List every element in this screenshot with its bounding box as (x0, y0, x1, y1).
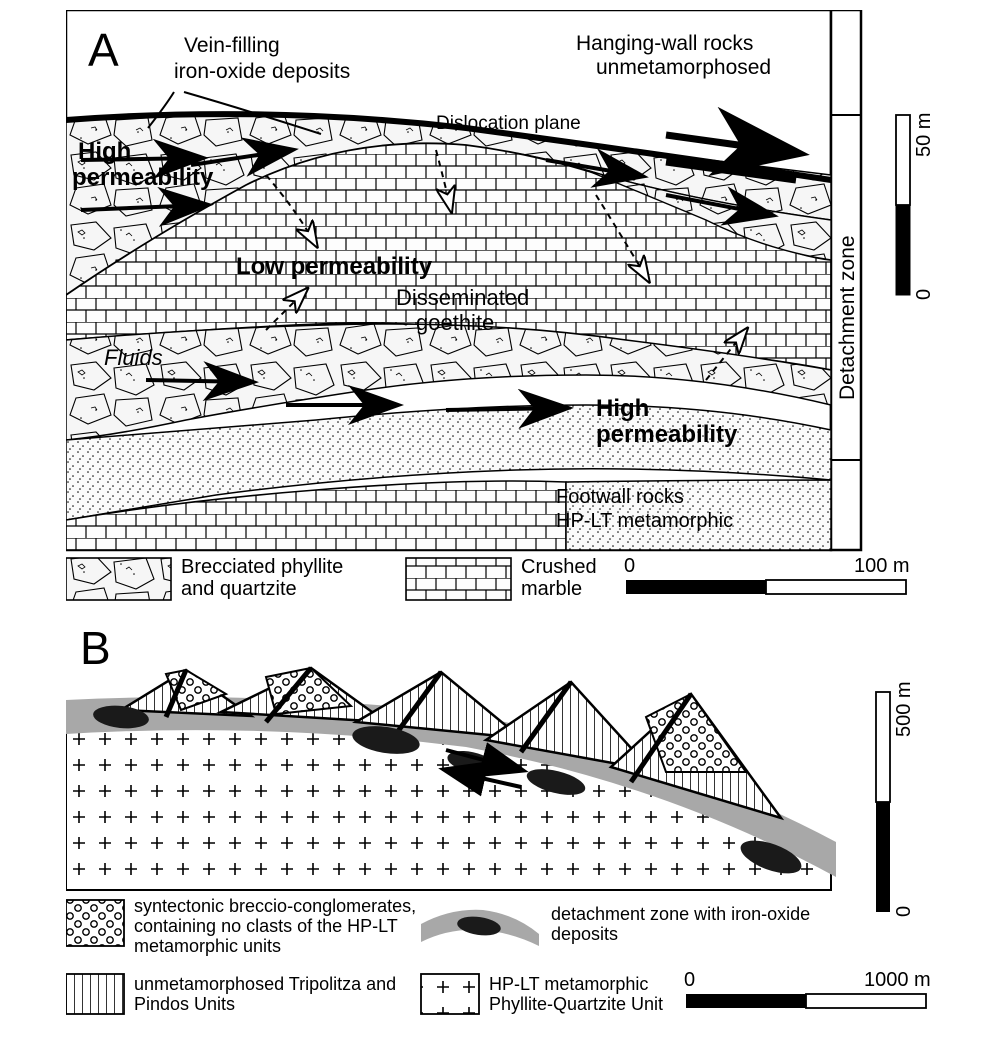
legend-breccio1: syntectonic breccio-conglomerates, (134, 896, 416, 917)
legend-tripolitza1: unmetamorphosed Tripolitza and (134, 974, 396, 995)
detachment-zone-label: Detachment zone (836, 235, 859, 400)
label-highperm1a: High (78, 138, 131, 166)
label-dislocation: Dislocation plane (436, 113, 581, 135)
swatch-breccio (66, 900, 124, 946)
panel-b-svg: B 0 500 m (66, 622, 946, 922)
legend-detach2: deposits (551, 924, 618, 945)
legend-breccio2: containing no clasts of the HP-LT (134, 916, 398, 937)
svg-text:0: 0 (913, 289, 935, 300)
legend-brecciated1: Brecciated phyllite (181, 556, 343, 579)
svg-text:100 m: 100 m (854, 555, 910, 577)
panel-a-letter: A (88, 24, 119, 76)
label-iron-oxide: iron-oxide deposits (174, 60, 350, 84)
label-disseminated2: goethite (416, 310, 494, 336)
horizontal-scale-b: 0 1000 m (684, 969, 931, 1008)
legend-crushed1: Crushed (521, 556, 597, 579)
swatch-breccia (66, 558, 171, 600)
horizontal-scale-a: 0 100 m (624, 555, 910, 594)
panel-b: B 0 500 m (66, 622, 946, 922)
label-hanging2: unmetamorphosed (596, 56, 771, 80)
swatch-tripolitza (66, 974, 124, 1014)
legend-detach1: detachment zone with iron-oxide (551, 904, 810, 925)
label-footwall1: Footwall rocks (556, 486, 684, 509)
swatch-marble (406, 558, 511, 600)
panel-a-legend: 0 100 m Brecciated phyllite and quartzit… (66, 554, 936, 612)
svg-text:1000 m: 1000 m (864, 969, 931, 991)
panel-a: A 0 50 m Detachment zone Vein-filling ir… (66, 10, 936, 610)
legend-phyllite2: Phyllite-Quartzite Unit (489, 994, 663, 1015)
svg-text:0: 0 (624, 555, 635, 577)
vertical-scale-a: 0 50 m (896, 113, 935, 300)
label-highperm2a: High (596, 395, 649, 423)
legend-phyllite1: HP-LT metamorphic (489, 974, 648, 995)
swatch-phyllite (421, 974, 479, 1014)
label-lowperm: Low permeability (236, 253, 432, 281)
svg-text:0: 0 (684, 969, 695, 991)
panel-b-legend: 0 1000 m syntectonic breccio-conglomerat… (66, 896, 946, 1036)
label-highperm1b: permeability (72, 164, 213, 192)
panel-b-letter: B (80, 622, 111, 674)
legend-breccio3: metamorphic units (134, 936, 281, 957)
label-hanging1: Hanging-wall rocks (576, 32, 753, 56)
vertical-scale-b: 0 500 m (876, 681, 915, 917)
label-fluids: Fluids (104, 345, 163, 371)
svg-text:50 m: 50 m (913, 113, 935, 157)
legend-tripolitza2: Pindos Units (134, 994, 235, 1015)
legend-brecciated2: and quartzite (181, 578, 297, 601)
label-footwall2: HP-LT metamorphic (556, 510, 733, 533)
label-highperm2b: permeability (596, 421, 737, 449)
label-vein-filling: Vein-filling (184, 34, 280, 58)
svg-text:500 m: 500 m (893, 681, 915, 737)
label-disseminated1: Disseminated (396, 285, 529, 311)
legend-crushed2: marble (521, 578, 582, 601)
